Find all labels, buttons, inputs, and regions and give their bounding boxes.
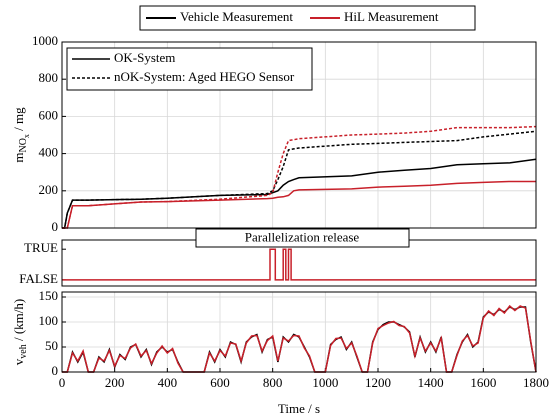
legend-label: Vehicle Measurement xyxy=(180,9,293,24)
top-legend xyxy=(139,5,476,31)
x-tick-label: 1600 xyxy=(470,375,496,390)
y-tick-label: 0 xyxy=(52,363,59,378)
y-axis-label-part: / mg xyxy=(11,107,26,134)
y-tick-label: 100 xyxy=(39,313,59,328)
x-tick-label: 1800 xyxy=(523,375,549,390)
y-tick-label: 800 xyxy=(39,70,59,85)
x-axis-label: Time / s xyxy=(278,401,320,416)
y-tick-label: 1000 xyxy=(32,33,58,48)
data-line xyxy=(62,304,537,373)
data-line xyxy=(62,180,536,229)
x-tick-label: 400 xyxy=(158,375,178,390)
y-tick-label: 600 xyxy=(39,107,59,122)
x-tick-label: 600 xyxy=(210,375,230,390)
x-tick-label: 200 xyxy=(105,375,125,390)
y-tick-label: 150 xyxy=(39,288,59,303)
data-line xyxy=(62,130,537,229)
y-axis-label: vveh / (km/h) xyxy=(11,299,29,365)
panel-title: Parallelization release xyxy=(245,229,360,244)
y-axis-label: mNOx / mg xyxy=(11,107,31,163)
legend-label: HiL Measurement xyxy=(344,9,439,24)
y-axis-label-part: NO xyxy=(18,138,29,152)
y-axis-label-part: veh xyxy=(18,344,29,358)
y-tick-label: 0 xyxy=(52,219,59,234)
legend-label: nOK-System: Aged HEGO Sensor xyxy=(114,69,295,84)
data-line xyxy=(62,125,537,229)
x-tick-label: 800 xyxy=(263,375,283,390)
title-box xyxy=(195,228,410,248)
y-axis-label-part: / (km/h) xyxy=(11,299,26,345)
y-axis-label-part: v xyxy=(11,358,26,365)
y-axis-label-part: x xyxy=(22,134,31,138)
y-tick-label: 50 xyxy=(45,338,58,353)
x-tick-label: 1400 xyxy=(418,375,444,390)
plot-frame xyxy=(61,41,537,229)
plot-area xyxy=(62,240,536,286)
y-tick-label: 200 xyxy=(39,182,59,197)
y-tick-label: TRUE xyxy=(24,240,58,255)
x-tick-label: 0 xyxy=(59,375,66,390)
x-tick-label: 1200 xyxy=(365,375,391,390)
y-tick-label: FALSE xyxy=(19,271,58,286)
x-tick-label: 1000 xyxy=(312,375,338,390)
data-line xyxy=(62,248,536,281)
y-axis-label-part: m xyxy=(11,153,26,163)
plot-area xyxy=(62,292,536,372)
inner-legend xyxy=(66,47,313,91)
y-tick-label: 400 xyxy=(39,145,59,160)
plot-frame xyxy=(61,291,537,373)
legend-label: OK-System xyxy=(114,50,175,65)
